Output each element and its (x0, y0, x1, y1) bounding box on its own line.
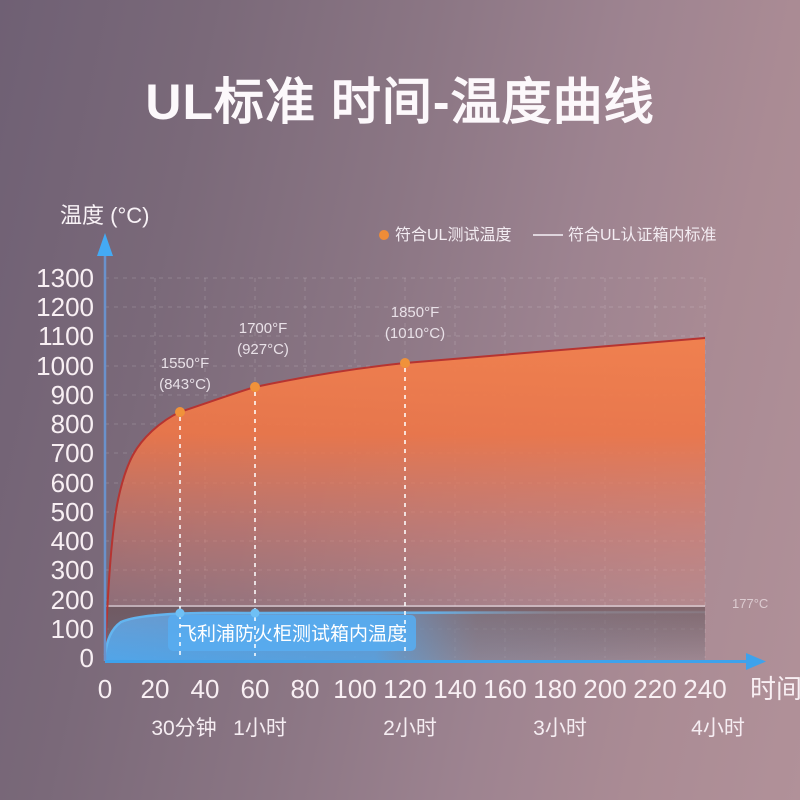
y-tick-1200: 1200 (36, 292, 94, 322)
y-tick-300: 300 (50, 555, 94, 585)
chamber-area-label: 飞利浦防火柜测试箱内温度 (177, 623, 406, 645)
annotation-1700f-celsius: (927°C) (237, 341, 289, 358)
reference-line-label: 177°C (732, 596, 769, 611)
y-tick-1000: 1000 (36, 351, 94, 381)
x-axis-arrow-icon (746, 653, 766, 670)
ul-point-markers (175, 358, 410, 417)
annotation-1550f-fahrenheit: 1550°F (160, 355, 210, 372)
x-tick-160: 160 (483, 674, 527, 704)
y-tick-1100: 1100 (38, 321, 94, 351)
chamber-temp-curve (103, 610, 706, 656)
x-tick-20: 20 (140, 674, 170, 704)
y-tick-700: 700 (50, 438, 94, 468)
annotation-1850f-fahrenheit: 1850°F (390, 304, 440, 321)
ul-test-temp-area (105, 338, 705, 660)
y-tick-100: 100 (50, 614, 94, 644)
y-tick-200: 200 (50, 585, 94, 615)
annotation-1550f: 1550°F (843°C) (159, 353, 211, 395)
page-title: UL标准 时间-温度曲线 (145, 74, 655, 130)
time-label-30min: 30分钟 (151, 717, 217, 740)
y-axis-arrow-icon (97, 233, 113, 256)
chamber-label-pill (168, 615, 416, 651)
x-tick-60: 60 (240, 674, 270, 704)
y-tick-500: 500 (50, 497, 94, 527)
annotation-1850f-celsius: (1010°C) (384, 325, 446, 342)
x-tick-200: 200 (583, 674, 627, 704)
legend-dot-icon (379, 230, 389, 240)
ul-test-temp-curve (104, 337, 706, 656)
x-tick-100: 100 (333, 674, 377, 704)
y-tick-600: 600 (50, 468, 94, 498)
time-label-1h: 1小时 (233, 717, 287, 740)
chamber-point-markers (175, 608, 260, 618)
annotation-1700f-fahrenheit: 1700°F (238, 320, 288, 337)
x-tick-140: 140 (433, 674, 477, 704)
x-tick-240: 240 (683, 674, 727, 704)
legend-label-ul-standard: 符合UL认证箱内标准 (568, 227, 717, 244)
time-label-2h: 2小时 (383, 717, 437, 740)
annotation-1550f-celsius: (843°C) (159, 376, 211, 393)
x-tick-180: 180 (533, 674, 577, 704)
y-tick-800: 800 (50, 409, 94, 439)
y-axis-title: 温度 (°C) (60, 203, 150, 228)
legend-line-icon (533, 234, 563, 236)
y-tick-400: 400 (50, 526, 94, 556)
y-tick-900: 900 (50, 380, 94, 410)
annotation-1700f: 1700°F (927°C) (237, 318, 289, 360)
x-tick-40: 40 (190, 674, 220, 704)
x-tick-80: 80 (290, 674, 320, 704)
legend-label-ul-test: 符合UL测试温度 (395, 227, 512, 244)
y-tick-1300: 1300 (36, 263, 94, 293)
annotation-1850f: 1850°F (1010°C) (385, 302, 445, 344)
time-label-4h: 4小时 (691, 717, 745, 740)
time-label-3h: 3小时 (533, 717, 587, 740)
y-tick-0: 0 (79, 643, 94, 673)
x-axis-title: 时间 (749, 674, 800, 704)
x-tick-220: 220 (633, 674, 677, 704)
x-tick-120: 120 (383, 674, 427, 704)
x-tick-0: 0 (97, 674, 113, 704)
